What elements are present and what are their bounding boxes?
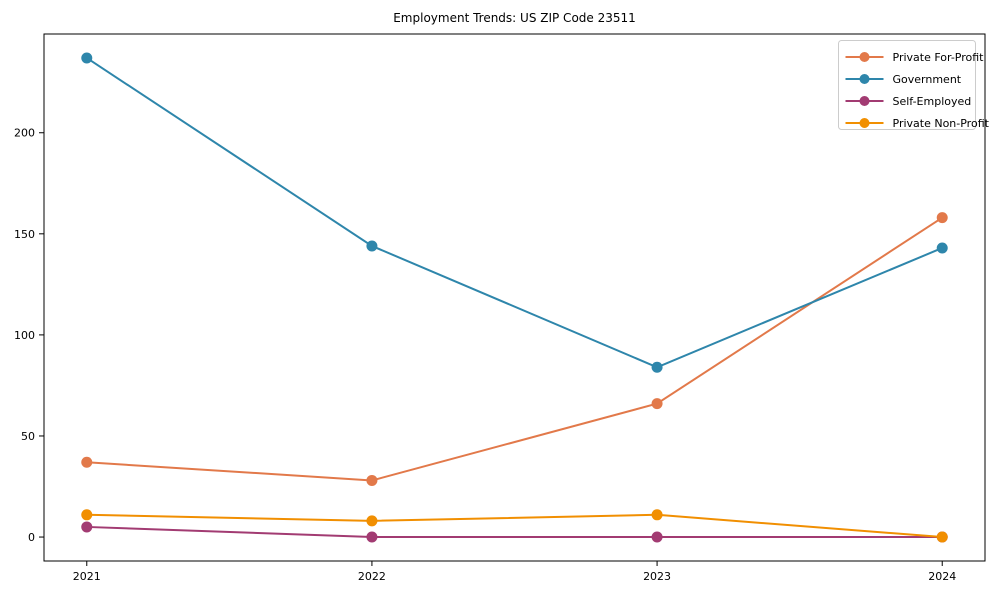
legend-item-private-non-profit: Private Non-Profit — [845, 117, 990, 130]
series-marker-private-non-profit — [81, 509, 93, 521]
legend-marker — [859, 74, 870, 84]
series-marker-private-non-profit — [936, 531, 948, 543]
chart-title: Employment Trends: US ZIP Code 23511 — [393, 11, 636, 25]
legend-label: Self-Employed — [893, 95, 972, 108]
series-marker-private-non-profit — [651, 509, 663, 521]
legend: Private For-Profit Government Self-Employe… — [838, 40, 990, 130]
legend-label: Private For-Profit — [893, 51, 985, 64]
series-marker-private-for-profit — [81, 456, 93, 468]
x-tick-label: 2024 — [928, 570, 956, 583]
x-tick-label: 2023 — [643, 570, 671, 583]
series-marker-private-non-profit — [366, 515, 378, 527]
series-marker-government — [651, 361, 663, 373]
y-tick-label: 0 — [28, 531, 35, 544]
legend-label: Private Non-Profit — [893, 117, 990, 130]
series-line-private-non-profit — [86, 513, 943, 539]
x-tick-label: 2022 — [358, 570, 386, 583]
legend-marker — [859, 52, 870, 62]
series-marker-government — [366, 240, 378, 252]
series-marker-self-employed — [651, 531, 663, 543]
series-marker-self-employed — [366, 531, 378, 543]
y-tick-label: 150 — [14, 228, 35, 241]
legend-label: Government — [893, 73, 962, 86]
series-line-self-employed — [86, 525, 943, 539]
legend-box — [838, 40, 976, 130]
series-marker-private-for-profit — [936, 212, 948, 224]
series-marker-private-for-profit — [651, 398, 663, 410]
y-tick-label: 200 — [14, 127, 35, 140]
legend-marker — [859, 96, 870, 106]
series-marker-self-employed — [81, 521, 93, 533]
series-marker-private-for-profit — [366, 474, 378, 486]
series-line-government — [86, 57, 943, 369]
x-tick-label: 2021 — [73, 570, 101, 583]
series-line-private-for-profit — [86, 216, 943, 482]
series-marker-government — [81, 52, 93, 64]
y-tick-label: 100 — [14, 329, 35, 342]
plot-border — [43, 33, 986, 562]
legend-item-self-employed: Self-Employed — [845, 95, 972, 108]
series-marker-government — [936, 242, 948, 254]
y-tick-label: 50 — [21, 430, 35, 443]
legend-item-private-for-profit: Private For-Profit — [845, 51, 985, 64]
legend-marker — [859, 118, 870, 128]
legend-item-government: Government — [845, 73, 962, 86]
